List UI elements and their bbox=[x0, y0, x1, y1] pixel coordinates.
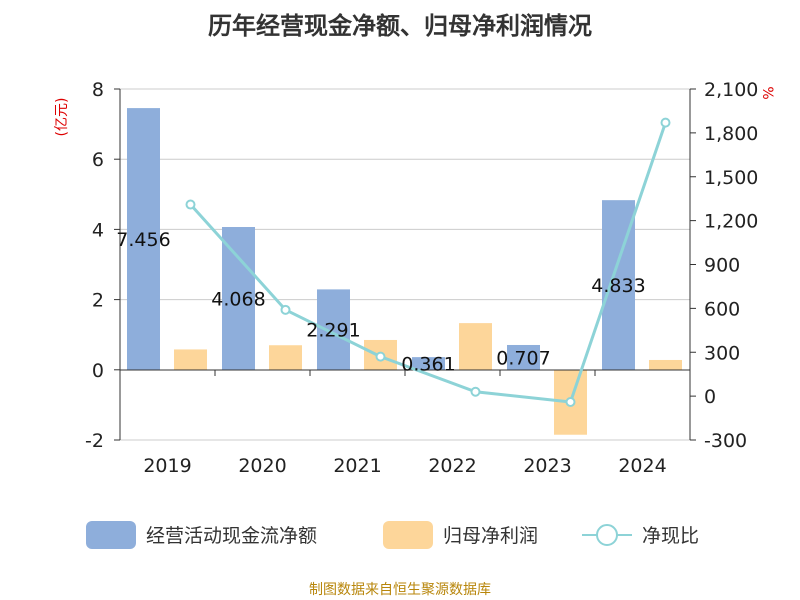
legend-label: 净现比 bbox=[642, 525, 699, 547]
bars bbox=[127, 108, 682, 435]
y-left-tick-label: 8 bbox=[92, 79, 104, 101]
ratio-point bbox=[185, 199, 196, 210]
legend-marker bbox=[596, 524, 618, 546]
ratio-point bbox=[470, 386, 481, 397]
ratio-point bbox=[280, 304, 291, 315]
ratio-point bbox=[375, 351, 386, 362]
bar-net-profit bbox=[174, 349, 207, 370]
bar-net-profit bbox=[269, 345, 302, 370]
y-right-tick-label: -300 bbox=[704, 430, 747, 452]
ratio-line bbox=[185, 117, 671, 407]
bar-data-label: 4.833 bbox=[591, 275, 645, 297]
bar-data-label: 7.456 bbox=[116, 229, 170, 251]
y-right-tick-label: 2,100 bbox=[704, 79, 758, 101]
bar-data-label: 2.291 bbox=[306, 320, 360, 342]
y-right-tick-label: 0 bbox=[704, 386, 716, 408]
y-left-tick-label: -2 bbox=[85, 430, 104, 452]
x-tick-label: 2023 bbox=[523, 455, 571, 477]
ratio-point bbox=[565, 396, 576, 407]
legend-swatch bbox=[383, 521, 433, 549]
y-left-tick-label: 4 bbox=[92, 219, 104, 241]
ratio-line-path bbox=[189, 122, 667, 404]
y-left-unit: (亿元) bbox=[54, 98, 70, 137]
x-tick-label: 2019 bbox=[143, 455, 191, 477]
x-tick-label: 2021 bbox=[333, 455, 381, 477]
axes: -2 0 2 4 6 8 -300 0 300 600 900 1,200 1,500 1,800 2,10… bbox=[85, 79, 758, 477]
bar-data-label: 4.068 bbox=[211, 289, 265, 311]
bar-data-label: 0.707 bbox=[496, 347, 550, 369]
x-tick-label: 2020 bbox=[238, 455, 286, 477]
y-right-tick-label: 1,800 bbox=[704, 123, 758, 145]
y-left-tick-label: 2 bbox=[92, 290, 104, 312]
y-right-tick-label: 1,500 bbox=[704, 167, 758, 189]
bar-data-label: 0.361 bbox=[401, 354, 455, 376]
chart-title: 历年经营现金净额、归母净利润情况 bbox=[208, 12, 592, 40]
data-labels: 7.456 4.068 2.291 0.361 0.707 4.833 bbox=[116, 229, 645, 376]
legend-label: 经营活动现金流净额 bbox=[146, 525, 317, 547]
ratio-point bbox=[660, 117, 671, 128]
y-left-tick-label: 6 bbox=[92, 149, 104, 171]
y-left-tick-label: 0 bbox=[92, 360, 104, 382]
grid-lines bbox=[120, 88, 690, 441]
bar-operating-cash bbox=[222, 227, 255, 370]
y-right-tick-label: 900 bbox=[704, 255, 740, 277]
bar-net-profit bbox=[459, 323, 492, 370]
x-tick-label: 2022 bbox=[428, 455, 476, 477]
y-right-tick-label: 300 bbox=[704, 342, 740, 364]
legend-swatch bbox=[86, 521, 136, 549]
y-right-tick-label: 600 bbox=[704, 298, 740, 320]
bar-operating-cash bbox=[507, 344, 540, 370]
legend: 经营活动现金流净额 归母净利润 净现比 bbox=[86, 521, 699, 549]
bar-operating-cash bbox=[127, 108, 160, 370]
y-right-tick-label: 1,200 bbox=[704, 211, 758, 233]
source-note: 制图数据来自恒生聚源数据库 bbox=[309, 582, 491, 598]
legend-label: 归母净利润 bbox=[443, 525, 538, 547]
bar-net-profit bbox=[649, 359, 682, 370]
x-tick-label: 2024 bbox=[618, 455, 666, 477]
bar-operating-cash bbox=[412, 357, 445, 370]
y-right-unit: % bbox=[759, 86, 775, 99]
